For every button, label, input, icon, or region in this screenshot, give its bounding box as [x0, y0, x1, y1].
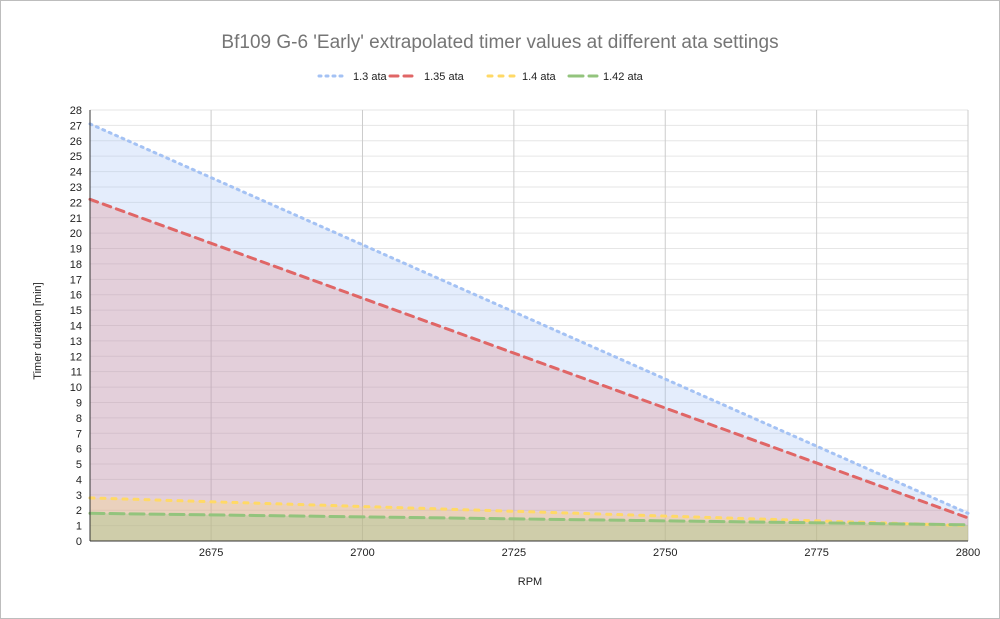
- y-tick-label: 20: [70, 228, 82, 240]
- x-tick-labels: 2675 2700 2725 2750 2775 2800: [199, 547, 980, 559]
- x-tick-label: 2700: [350, 547, 374, 559]
- y-tick-label: 10: [70, 382, 82, 394]
- y-tick-label: 5: [76, 459, 82, 471]
- series-lines: [88, 122, 970, 528]
- y-tick-label: 17: [70, 274, 82, 286]
- y-tick-label: 19: [70, 244, 82, 256]
- legend-item-1[interactable]: 1.3 ata: [317, 71, 388, 83]
- y-tick-label: 21: [70, 213, 82, 225]
- x-tick-label: 2750: [653, 547, 677, 559]
- y-axis-label: Timer duration [min]: [32, 282, 44, 379]
- y-tick-label: 13: [70, 336, 82, 348]
- chart-title: Bf109 G-6 'Early' extrapolated timer val…: [221, 32, 778, 53]
- y-tick-label: 3: [76, 490, 82, 502]
- series-line-1: [88, 122, 970, 515]
- x-tick-label: 2800: [956, 547, 980, 559]
- y-tick-label: 15: [70, 305, 82, 317]
- y-tick-label: 23: [70, 182, 82, 194]
- series-area-2: [90, 199, 968, 542]
- series-line-4: [88, 511, 970, 527]
- y-tick-label: 9: [76, 397, 82, 409]
- y-tick-label: 6: [76, 444, 82, 456]
- y-tick-label: 1: [76, 521, 82, 533]
- y-tick-label: 22: [70, 197, 82, 209]
- y-tick-label: 14: [70, 321, 82, 333]
- x-tick-label: 2775: [804, 547, 828, 559]
- grid: [90, 109, 969, 542]
- legend-item-4[interactable]: 1.42 ata: [567, 71, 644, 83]
- series-line-2: [88, 197, 970, 520]
- y-tick-label: 8: [76, 413, 82, 425]
- y-tick-label: 4: [76, 474, 82, 486]
- y-tick-label: 26: [70, 136, 82, 148]
- y-tick-label: 7: [76, 428, 82, 440]
- series-line-3: [88, 496, 970, 528]
- legend-label: 1.35 ata: [424, 71, 465, 83]
- legend-label: 1.4 ata: [522, 71, 557, 83]
- y-tick-label: 18: [70, 259, 82, 271]
- x-tick-label: 2675: [199, 547, 223, 559]
- y-tick-label: 27: [70, 120, 82, 132]
- legend-label: 1.42 ata: [603, 71, 644, 83]
- y-tick-label: 11: [71, 367, 82, 379]
- axes: [89, 110, 968, 542]
- y-tick-label: 24: [70, 167, 82, 179]
- x-axis-label: RPM: [518, 576, 542, 588]
- y-tick-label: 2: [76, 505, 82, 517]
- y-tick-label: 16: [70, 290, 82, 302]
- legend-item-2[interactable]: 1.35 ata: [388, 71, 465, 83]
- legend-item-3[interactable]: 1.4 ata: [486, 71, 557, 83]
- y-tick-labels: 0123456789101112131415161718192021222324…: [70, 105, 82, 548]
- x-tick-label: 2725: [502, 547, 526, 559]
- y-tick-label: 0: [76, 536, 82, 548]
- series-area-4: [90, 513, 968, 541]
- y-tick-label: 28: [70, 105, 82, 117]
- legend-label: 1.3 ata: [353, 71, 388, 83]
- y-tick-label: 25: [70, 151, 82, 163]
- legend: 1.3 ata 1.35 ata 1.4 ata 1.42 ata: [317, 71, 644, 83]
- y-tick-label: 12: [70, 351, 82, 363]
